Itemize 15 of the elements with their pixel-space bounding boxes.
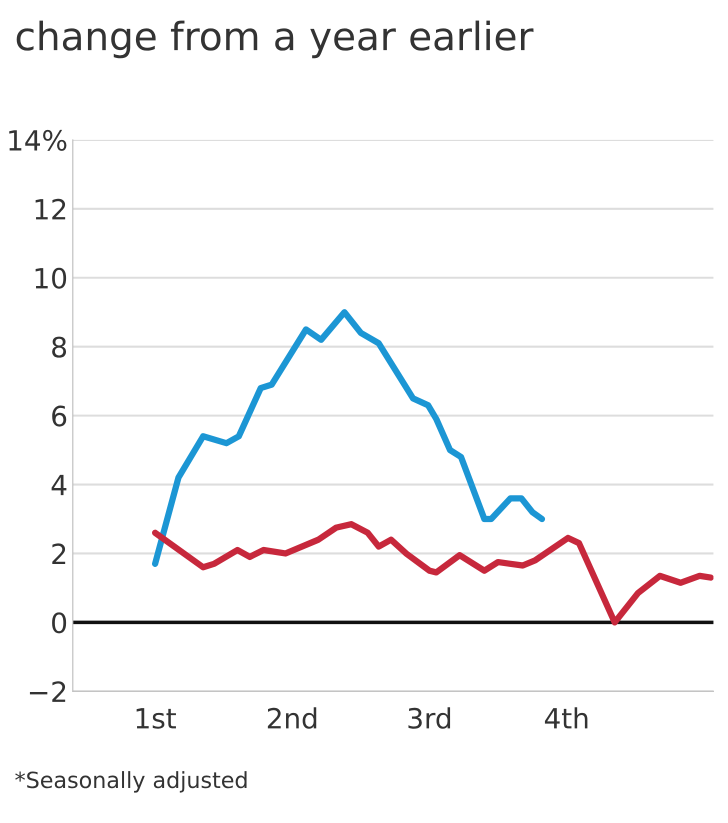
x-tick-label: 4th [544,707,588,728]
x-tick-label: 3rd [408,707,450,729]
y-tick-label: 2 [52,543,66,564]
y-tick-label: 12 [36,198,66,220]
y-tick-label: 10 [36,268,66,289]
text: *Seasonally adjusted [15,771,247,793]
y-tick-label: 14% [9,130,66,151]
y-tick-label: 8 [52,336,66,358]
y-tick-label: 6 [52,406,66,427]
x-tick-label: 1st [136,708,176,729]
y-tick-label: −2 [30,681,66,702]
chart-title: change from a year earlier [16,20,534,58]
y-tick-label: 4 [52,474,66,496]
y-tick-label: 0 [52,612,66,634]
x-tick-label: 2nd [268,707,316,729]
